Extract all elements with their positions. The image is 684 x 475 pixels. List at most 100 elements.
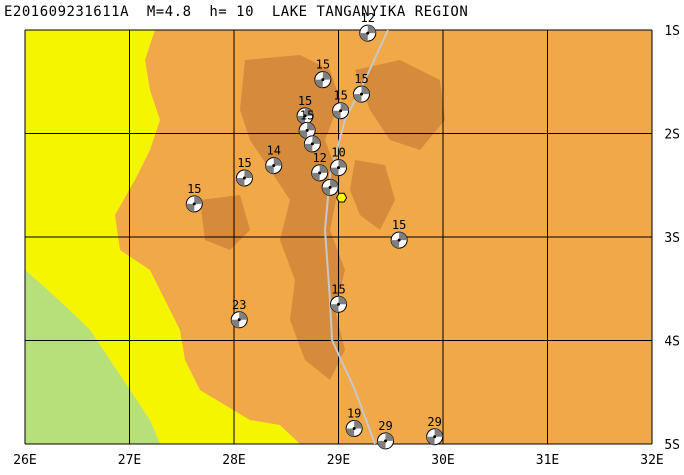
highland-region	[350, 160, 395, 230]
focal-mechanism	[321, 178, 339, 196]
depth-label: 15	[298, 94, 312, 108]
focal-mechanism: 12	[311, 151, 329, 182]
compression-quadrant	[186, 203, 195, 212]
longitude-tick-label: 30E	[431, 453, 454, 468]
graticule	[24, 29, 653, 445]
compression-quadrant	[307, 122, 316, 131]
compression-quadrant	[332, 110, 341, 119]
depth-label: 15	[354, 72, 368, 86]
depth-label: 29	[378, 419, 392, 433]
beachball-center	[384, 439, 388, 443]
compression-quadrant	[338, 296, 347, 305]
highland-region	[355, 60, 445, 150]
latitude-tick-label: 1S	[664, 24, 680, 39]
beachball-center	[303, 114, 307, 118]
compression-quadrant	[359, 33, 368, 42]
compression-quadrant	[314, 79, 323, 88]
beachball-center	[318, 171, 322, 175]
beachball-center	[366, 31, 370, 35]
latitude-tick-label: 2S	[664, 128, 680, 143]
compression-quadrant	[297, 115, 306, 124]
main-event-marker	[336, 192, 348, 203]
focal-mechanism: 10	[330, 146, 347, 177]
beachball-center	[359, 92, 363, 96]
compression-quadrant	[305, 107, 314, 116]
focal-mechanism: 15	[185, 182, 203, 213]
depth-label: 15	[300, 108, 314, 122]
compression-quadrant	[391, 240, 400, 249]
depth-label: 29	[427, 415, 441, 429]
compression-quadrant	[304, 143, 313, 152]
focal-mechanism: 15	[332, 89, 350, 120]
depth-label: 15	[333, 89, 347, 103]
focal-mechanism: 15	[330, 282, 347, 313]
compression-quadrant	[239, 311, 248, 320]
focal-mechanism: 15	[390, 218, 408, 249]
compression-quadrant	[244, 170, 253, 179]
beachball-center	[397, 238, 401, 242]
compression-quadrant	[377, 440, 386, 449]
beachball-center	[337, 166, 340, 170]
beachball-center	[192, 202, 196, 206]
compression-quadrant	[236, 178, 245, 187]
depth-label: 10	[331, 146, 345, 160]
focal-mechanism: 14	[265, 144, 283, 175]
beachball-center	[328, 185, 332, 189]
highland-region	[200, 195, 250, 250]
compression-quadrant	[361, 86, 370, 95]
compression-quadrant	[338, 159, 347, 168]
depth-label: 15	[237, 156, 251, 170]
compression-quadrant	[385, 432, 394, 441]
longitude-tick-label: 28E	[222, 453, 245, 468]
compression-quadrant	[340, 102, 349, 111]
beachball-center	[433, 435, 437, 439]
compression-quadrant	[367, 25, 376, 34]
depth-label: 12	[361, 11, 375, 25]
depth-label: 15	[187, 182, 201, 196]
beachball-center	[310, 142, 314, 146]
compression-quadrant	[299, 130, 308, 139]
longitude-tick-label: 29E	[327, 453, 350, 468]
focal-mechanism: 29	[426, 415, 444, 446]
focal-mechanism: 19	[345, 406, 363, 437]
focal-mechanism: 15	[296, 94, 314, 125]
compression-quadrant	[330, 167, 339, 176]
depth-label: 19	[347, 406, 361, 420]
beachball-center	[339, 109, 343, 113]
beachball-center	[352, 426, 356, 430]
longitude-tick-label: 26E	[13, 453, 36, 468]
compression-quadrant	[194, 195, 203, 204]
focal-mechanism: 15	[314, 58, 332, 89]
longitude-tick-label: 31E	[536, 453, 559, 468]
longitude-tick-label: 27E	[118, 453, 141, 468]
highland-region	[240, 55, 345, 380]
compression-quadrant	[354, 420, 363, 429]
beachball-center	[305, 128, 309, 132]
depth-label: 15	[316, 58, 330, 72]
focal-mechanism: 15	[298, 108, 316, 139]
depth-label: 15	[392, 218, 406, 232]
axis-labels: 26E 27E 28E 29E 30E 31E 32E 1S 2S 3S 4S 5S	[13, 24, 680, 468]
beachball-center	[272, 164, 276, 168]
compression-quadrant	[319, 164, 328, 173]
compression-quadrant	[322, 187, 331, 196]
focal-mechanism	[303, 135, 321, 153]
focal-mechanism: 23	[230, 298, 248, 329]
focal-mechanism: 15	[235, 156, 253, 187]
beachball-center	[237, 318, 241, 322]
compression-quadrant	[330, 304, 339, 313]
focal-mechanism: 12	[359, 11, 377, 42]
depth-label: 23	[232, 298, 246, 312]
depth-label: 14	[266, 144, 280, 158]
depth-label: 12	[312, 151, 326, 165]
compression-quadrant	[265, 165, 274, 174]
compression-quadrant	[426, 436, 435, 445]
beachball-center	[321, 78, 325, 82]
compression-quadrant	[273, 157, 282, 166]
map-title: E201609231611A M=4.8 h= 10 LAKE TANGANYI…	[4, 4, 469, 20]
longitude-tick-label: 32E	[640, 453, 663, 468]
compression-quadrant	[231, 319, 240, 328]
compression-quadrant	[322, 71, 331, 80]
compression-quadrant	[330, 179, 339, 188]
